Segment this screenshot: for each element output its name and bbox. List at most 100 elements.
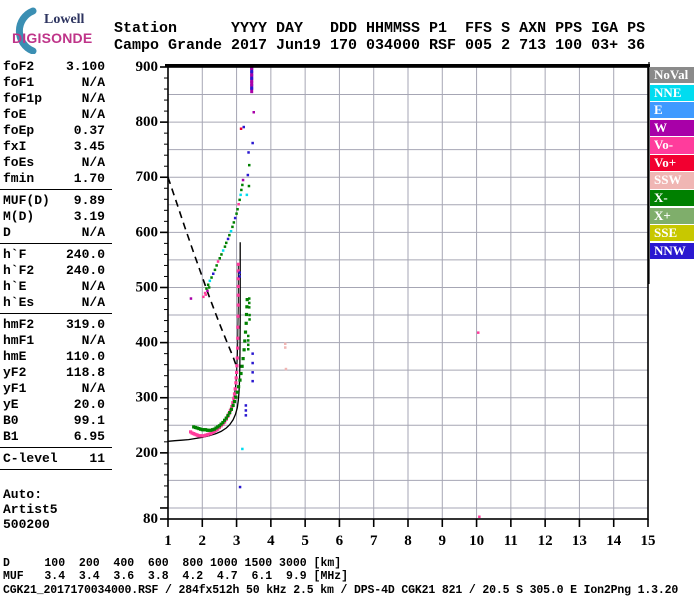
parameter-row: foE N/A — [0, 107, 112, 123]
echo-point — [193, 425, 197, 430]
parameter-label: yE — [3, 397, 19, 412]
echo-point — [248, 318, 251, 321]
parameter-label: foF1p — [3, 91, 43, 106]
echo-point — [236, 284, 240, 288]
logo-digisonde-text: DIGISONDE — [12, 30, 93, 46]
parameter-value: N/A — [81, 381, 105, 396]
echo-point — [250, 73, 254, 80]
parameter-row: M(D) 3.19 — [0, 209, 112, 225]
parameter-row: h`F2 240.0 — [0, 263, 112, 279]
panel-divider — [0, 243, 112, 244]
echo-point — [207, 286, 211, 289]
parameter-value: 3.45 — [73, 139, 105, 154]
parameter-row: foF1p N/A — [0, 91, 112, 107]
parameter-row: h`Es N/A — [0, 295, 112, 311]
parameter-row: h`E N/A — [0, 279, 112, 295]
echo-point — [248, 301, 251, 305]
echo-point — [229, 230, 233, 233]
echo-point — [235, 390, 239, 394]
echo-point — [228, 411, 232, 415]
echo-point — [248, 313, 251, 317]
echo-point — [245, 305, 249, 309]
file-info-line: CGK21_2017170034000.RSF / 284fx512h 50 k… — [3, 584, 679, 597]
parameter-row: yF2 118.8 — [0, 365, 112, 381]
parameter-label: B1 — [3, 429, 19, 444]
echo-point — [234, 381, 238, 385]
echo-point — [202, 434, 206, 438]
legend-item-w: W — [650, 119, 694, 136]
parameter-row: D N/A — [0, 225, 112, 241]
echo-point — [197, 427, 201, 431]
echo-point — [212, 272, 215, 275]
echo-point — [247, 343, 250, 347]
echo-point — [225, 241, 228, 245]
parameter-label: foF1 — [3, 75, 35, 90]
legend-item-noval: NoVal — [650, 67, 694, 84]
echo-point — [226, 237, 230, 241]
muf-row: MUF 3.4 3.4 3.6 3.8 4.2 4.7 6.1 9.9 [MHz… — [3, 570, 349, 583]
parameter-row: hmF2 319.0 — [0, 317, 112, 333]
echo-point — [203, 291, 207, 295]
axis-tick-label: 900 — [136, 59, 159, 75]
axis-tick-label: 400 — [136, 335, 159, 351]
echo-point — [245, 193, 249, 197]
echo-point — [229, 407, 233, 411]
logo-crescent-icon — [15, 7, 37, 54]
echo-point — [208, 279, 212, 283]
o-mode-trace — [189, 262, 240, 438]
muf-transmission-curve — [167, 176, 239, 370]
echo-point — [245, 298, 249, 302]
echo-point — [477, 331, 480, 334]
echo-point — [237, 385, 241, 389]
echo-point — [236, 262, 240, 266]
axis-tick-label: 6 — [336, 533, 344, 549]
parameter-value: 99.1 — [73, 413, 105, 428]
parameter-value: N/A — [81, 75, 105, 90]
parameter-row: foEp 0.37 — [0, 123, 112, 139]
echo-point — [250, 77, 254, 84]
parameter-label: h`E — [3, 279, 27, 294]
echo-point — [242, 348, 246, 352]
autoscaling-info-line: Artist5 — [3, 502, 58, 517]
echo-point — [242, 125, 245, 129]
parameter-label: D — [3, 225, 11, 240]
parameter-value: 1.70 — [73, 171, 105, 186]
parameter-value: 6.95 — [73, 429, 105, 444]
echo-point — [215, 264, 218, 267]
parameter-panel: foF2 3.100 foF1 N/A foF1p N/A foE N/A foEp 0.37 fx… — [0, 59, 112, 532]
parameter-label: foEs — [3, 155, 35, 170]
echo-point — [214, 426, 218, 430]
axis-tick-label: 500 — [136, 279, 159, 295]
echo-point — [216, 425, 220, 429]
parameter-value: 319.0 — [65, 317, 105, 332]
echo-point — [241, 447, 244, 451]
echo-point — [207, 428, 211, 432]
axis-tick-label: 12 — [538, 533, 553, 549]
axis-tick-label: 700 — [136, 169, 159, 185]
parameter-value: 3.19 — [73, 209, 105, 224]
parameter-value: 110.0 — [65, 349, 105, 364]
echo-point — [236, 293, 240, 297]
echo-point — [209, 432, 213, 436]
echo-point — [214, 428, 218, 432]
echo-point — [241, 178, 245, 182]
axis-tick-label: 80 — [143, 511, 158, 527]
echo-point — [228, 233, 231, 237]
legend-item-vo: Vo+ — [650, 154, 694, 172]
parameter-label: foEp — [3, 123, 35, 138]
echo-point — [223, 418, 227, 422]
axis-tick-label: 300 — [136, 390, 159, 406]
echo-point — [240, 188, 243, 192]
parameter-label: MUF(D) — [3, 193, 50, 208]
echo-point — [236, 346, 240, 350]
echo-point — [284, 342, 287, 345]
echo-point — [231, 401, 235, 405]
echo-point — [251, 379, 254, 383]
parameter-value: 20.0 — [73, 397, 105, 412]
echo-point — [220, 253, 223, 256]
header-columns-row: Station YYYY DAY DDD HHMMSS P1 FFS S AXN… — [114, 20, 646, 37]
echo-point — [211, 428, 215, 432]
parameter-row: hmF1 N/A — [0, 333, 112, 349]
parameter-value: N/A — [81, 91, 105, 106]
